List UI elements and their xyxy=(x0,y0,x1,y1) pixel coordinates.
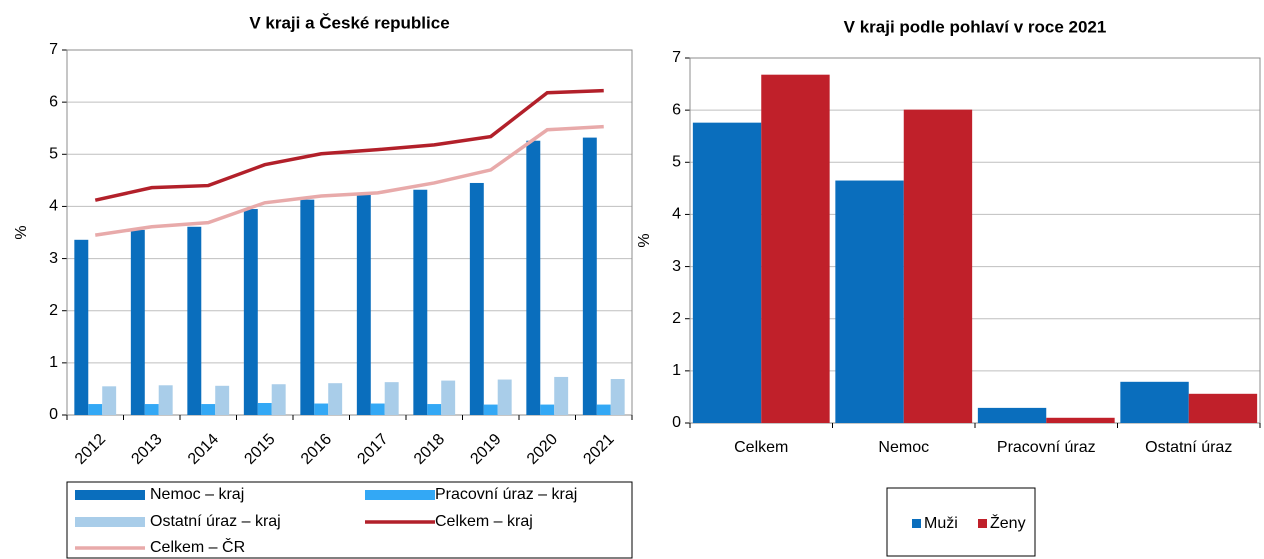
bar xyxy=(596,404,611,415)
legend-label: Pracovní úraz – kraj xyxy=(435,486,577,503)
x-tick-label: 2012 xyxy=(72,431,109,468)
y-tick-label: 0 xyxy=(672,414,681,431)
legend-label: Ostatní úraz – kraj xyxy=(150,513,281,530)
y-tick-label: 6 xyxy=(672,101,681,118)
y-tick-label: 1 xyxy=(672,362,681,379)
legend-label: Muži xyxy=(924,515,958,532)
bar xyxy=(582,137,597,415)
legend-swatch xyxy=(912,519,921,528)
x-tick-label: 2017 xyxy=(354,431,391,468)
bar xyxy=(300,199,315,415)
bar xyxy=(74,239,89,415)
y-tick-label: 1 xyxy=(49,354,58,371)
bar xyxy=(977,407,1047,423)
bar xyxy=(497,379,512,415)
legend-box xyxy=(886,487,1036,557)
bar xyxy=(610,379,625,415)
legend-label: Ženy xyxy=(990,513,1026,532)
bar xyxy=(187,226,202,415)
y-axis-label: % xyxy=(636,233,653,247)
bar xyxy=(1188,393,1258,423)
bar xyxy=(761,74,830,423)
x-tick-label: Ostatní úraz xyxy=(1145,439,1232,456)
x-tick-label: 2015 xyxy=(241,431,278,468)
legend-label: Nemoc – kraj xyxy=(150,486,244,503)
legend-swatch xyxy=(75,517,145,527)
legend-swatch xyxy=(978,519,987,528)
x-tick-label: 2019 xyxy=(467,431,504,468)
x-tick-label: 2018 xyxy=(411,431,448,468)
bar xyxy=(356,194,371,415)
y-tick-label: 2 xyxy=(49,302,58,319)
bar xyxy=(554,376,569,415)
bar xyxy=(1120,381,1189,423)
y-tick-label: 0 xyxy=(49,406,58,423)
bar xyxy=(257,403,272,415)
legend-box xyxy=(66,481,633,559)
bar xyxy=(413,189,428,415)
bar xyxy=(384,382,399,415)
y-tick-label: 5 xyxy=(49,146,58,163)
x-tick-label: 2020 xyxy=(524,431,561,468)
bar xyxy=(1046,417,1115,423)
bar xyxy=(469,182,484,415)
chart-title: V kraji a České republice xyxy=(249,13,449,32)
x-tick-label: 2013 xyxy=(128,431,165,468)
x-tick-label: Pracovní úraz xyxy=(997,439,1096,456)
x-tick-label: 2014 xyxy=(185,431,222,468)
bar xyxy=(903,109,973,423)
y-tick-label: 6 xyxy=(49,93,58,110)
bar xyxy=(370,403,385,415)
bar xyxy=(427,404,442,415)
line xyxy=(94,124,604,237)
x-tick-label: Nemoc xyxy=(878,439,929,456)
legend-label: Celkem – kraj xyxy=(435,513,533,530)
bar xyxy=(328,383,343,415)
bar xyxy=(441,380,456,415)
y-tick-label: 7 xyxy=(672,49,681,66)
bar xyxy=(201,404,216,415)
plot-frame xyxy=(66,49,633,416)
bar xyxy=(540,404,555,415)
bar xyxy=(102,386,117,415)
legend-swatch xyxy=(75,490,145,500)
bar xyxy=(243,209,258,415)
y-tick-label: 5 xyxy=(672,154,681,171)
bar xyxy=(144,404,159,415)
y-tick-label: 3 xyxy=(49,250,58,267)
bar xyxy=(271,384,286,415)
bar xyxy=(314,403,329,415)
bar xyxy=(692,122,762,424)
x-tick-label: 2021 xyxy=(580,431,617,468)
y-tick-label: 2 xyxy=(672,310,681,327)
legend-label: Celkem – ČR xyxy=(150,537,245,556)
x-tick-label: 2016 xyxy=(298,431,335,468)
bar xyxy=(130,229,145,415)
y-axis-label: % xyxy=(13,225,30,239)
legend-swatch xyxy=(365,490,435,500)
bar xyxy=(835,180,904,423)
bar xyxy=(88,404,103,415)
y-tick-label: 4 xyxy=(49,198,58,215)
chart-title: V kraji podle pohlaví v roce 2021 xyxy=(844,17,1107,36)
y-tick-label: 4 xyxy=(672,206,681,223)
y-tick-label: 7 xyxy=(49,41,58,58)
line xyxy=(94,88,604,202)
bar xyxy=(526,140,541,415)
bar xyxy=(215,385,230,415)
bar xyxy=(483,404,498,415)
y-tick-label: 3 xyxy=(672,258,681,275)
bar xyxy=(158,385,173,415)
x-tick-label: Celkem xyxy=(734,439,788,456)
